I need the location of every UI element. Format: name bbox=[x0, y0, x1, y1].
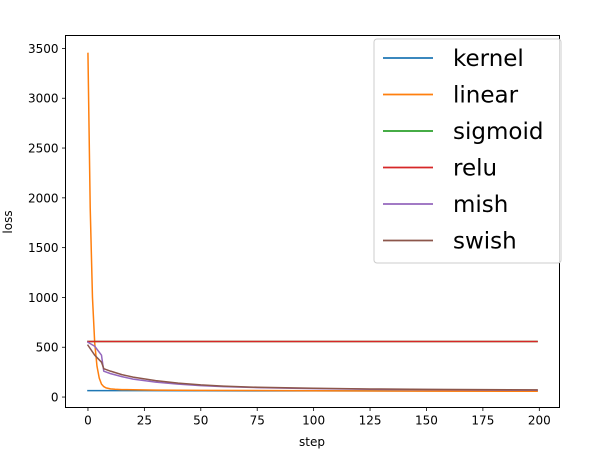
x-tick-label: 25 bbox=[137, 414, 152, 428]
y-tick-label: 1500 bbox=[28, 241, 59, 255]
y-tick-label: 3000 bbox=[28, 92, 59, 106]
y-tick-label: 0 bbox=[51, 391, 59, 405]
legend-label-mish: mish bbox=[453, 192, 508, 218]
legend-label-sigmoid: sigmoid bbox=[453, 119, 543, 145]
x-axis-ticks: 0 25 50 75 100 125 150 175 200 bbox=[84, 407, 551, 428]
y-axis-title: loss bbox=[1, 210, 15, 233]
x-tick-label: 75 bbox=[250, 414, 265, 428]
legend: kernel linear sigmoid relu mish swish bbox=[373, 38, 562, 264]
series-line-swish bbox=[86, 344, 538, 391]
legend-label-relu: relu bbox=[453, 156, 497, 182]
legend-label-linear: linear bbox=[453, 83, 519, 109]
legend-label-swish: swish bbox=[453, 229, 517, 255]
y-tick-label: 3500 bbox=[28, 42, 59, 56]
x-tick-label: 125 bbox=[359, 414, 382, 428]
y-tick-label: 500 bbox=[36, 341, 59, 355]
x-tick-label: 175 bbox=[471, 414, 494, 428]
series-line-linear bbox=[87, 52, 538, 393]
y-tick-label: 2000 bbox=[28, 191, 59, 205]
x-axis-title: step bbox=[299, 435, 325, 449]
x-tick-label: 0 bbox=[84, 414, 92, 428]
y-tick-label: 1000 bbox=[28, 291, 59, 305]
x-tick-label: 150 bbox=[415, 414, 438, 428]
series-line-mish bbox=[86, 341, 538, 391]
y-axis-ticks: 0 500 1000 1500 2000 2500 3000 3500 bbox=[28, 42, 66, 405]
plot-lines bbox=[86, 52, 538, 393]
x-tick-label: 50 bbox=[193, 414, 208, 428]
legend-label-kernel: kernel bbox=[453, 46, 524, 72]
x-tick-label: 100 bbox=[302, 414, 325, 428]
x-tick-label: 200 bbox=[528, 414, 551, 428]
y-tick-label: 2500 bbox=[28, 142, 59, 156]
